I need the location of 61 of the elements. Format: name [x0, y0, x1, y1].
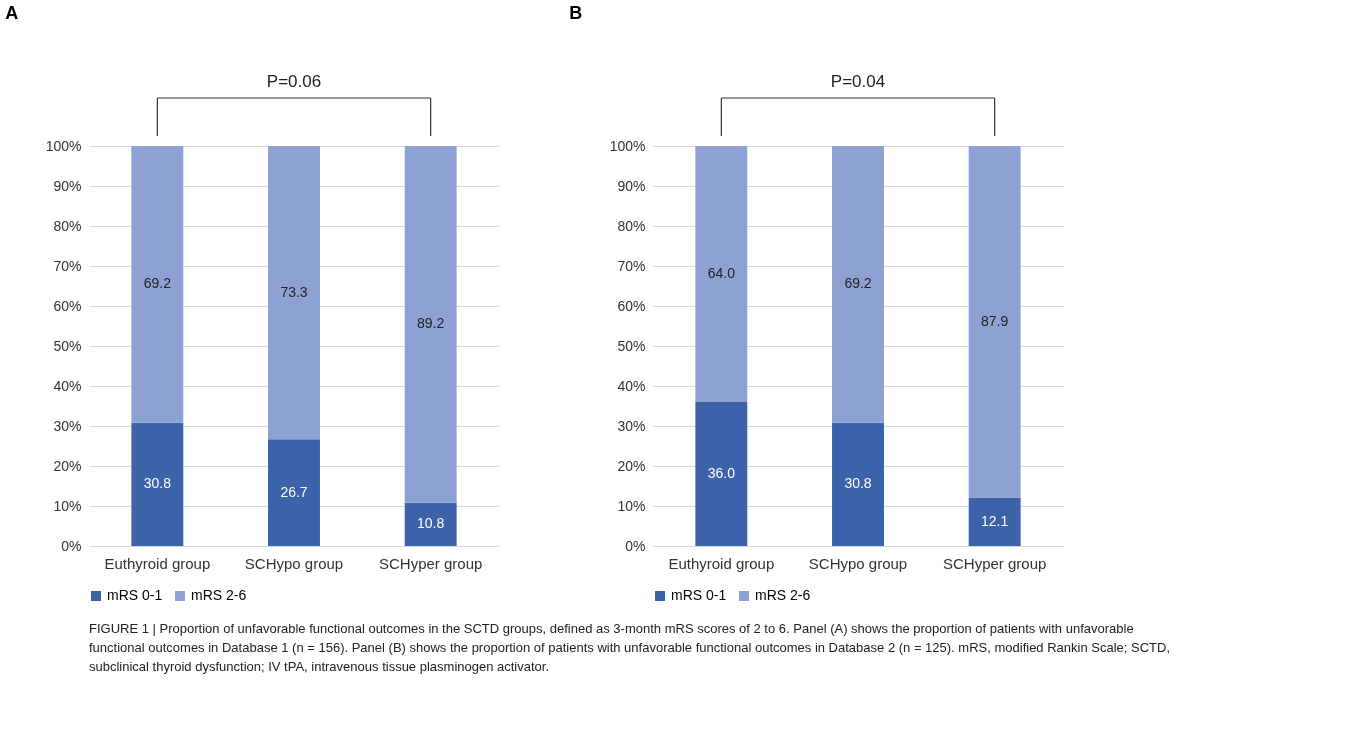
y-tick-label: 10%: [53, 497, 82, 514]
bar: [131, 422, 184, 546]
x-tick-label: Euthyroid group: [104, 554, 211, 572]
bar: [832, 146, 884, 423]
y-tick-label: 30%: [53, 417, 82, 434]
data-label: 69.2: [143, 275, 172, 292]
y-tick-label: 90%: [53, 177, 82, 194]
y-tick-label: 80%: [617, 217, 646, 234]
y-tick-label: 50%: [617, 337, 646, 354]
y-tick-label: 20%: [53, 457, 82, 474]
data-label: 26.7: [280, 483, 308, 500]
bar: [404, 146, 457, 503]
legend-label: mRS 2-6: [191, 587, 247, 603]
y-tick-label: 80%: [53, 217, 82, 234]
text: P=0.04: [830, 72, 886, 91]
y-tick-label: 60%: [617, 297, 646, 314]
y-tick-label: 0%: [625, 537, 646, 554]
y-tick-label: 40%: [53, 377, 82, 394]
bar: [268, 439, 320, 546]
y-tick-label: 30%: [617, 417, 646, 434]
bar: [268, 146, 320, 440]
data-label: 30.8: [844, 475, 872, 492]
caption: FIGURE 1 | Proportion of unfavorable functional outcomes in the SCTD groups, defined as 3-month mRS scores of 2 to 6. Panel (A) shows the proportion of patients with unfavorable functional outcomes in Database 1 (n = 156). Panel (B) shows the proportion of patients with unfavorable functional outcomes in Database 2 (n = 125). mRS, modified Rankin Scale; SCTD, subclinical thyroid dysfunction; IV tPA, intravenous tissue plasminogen activator.: [89, 621, 1171, 674]
bar: [404, 502, 457, 546]
bar: [968, 146, 1021, 498]
x-tick-label: Euthyroid group: [668, 554, 775, 572]
chart-title: A: [5, 3, 19, 23]
x-tick-label: SCHyper group: [378, 554, 483, 572]
text: P=0.06: [266, 72, 322, 91]
bar: [131, 146, 184, 423]
y-tick-label: 100%: [609, 137, 646, 154]
y-tick-label: 90%: [617, 177, 646, 194]
data-label: 30.8: [143, 475, 172, 492]
data-label: 64.0: [707, 265, 736, 281]
bar: [695, 402, 748, 546]
data-label: 10.8: [417, 515, 445, 532]
y-tick-label: 0%: [61, 537, 82, 554]
y-tick-label: 40%: [617, 377, 646, 394]
legend-label: mRS 0-1: [671, 587, 727, 603]
y-tick-label: 20%: [617, 457, 646, 474]
data-label: 73.3: [280, 283, 308, 300]
data-label: 36.0: [707, 465, 736, 481]
y-tick-label: 100%: [45, 137, 82, 154]
data-label: 87.9: [981, 312, 1009, 329]
legend-label: mRS 2-6: [755, 587, 811, 603]
x-tick-label: SCHyper group: [942, 554, 1047, 572]
chart-title: B: [569, 3, 583, 23]
data-label: 89.2: [417, 315, 445, 332]
y-tick-label: 50%: [53, 337, 82, 354]
y-tick-label: 10%: [617, 497, 646, 514]
data-label: 69.2: [844, 275, 872, 292]
x-tick-label: SCHypo group: [808, 554, 908, 572]
x-tick-label: SCHypo group: [244, 554, 344, 572]
bar: [968, 497, 1021, 546]
bar: [695, 146, 748, 402]
y-tick-label: 60%: [53, 297, 82, 314]
y-tick-label: 70%: [617, 257, 646, 274]
data-label: 12.1: [981, 512, 1009, 529]
bar: [832, 422, 884, 546]
y-tick-label: 70%: [53, 257, 82, 274]
legend-label: mRS 0-1: [107, 587, 163, 603]
